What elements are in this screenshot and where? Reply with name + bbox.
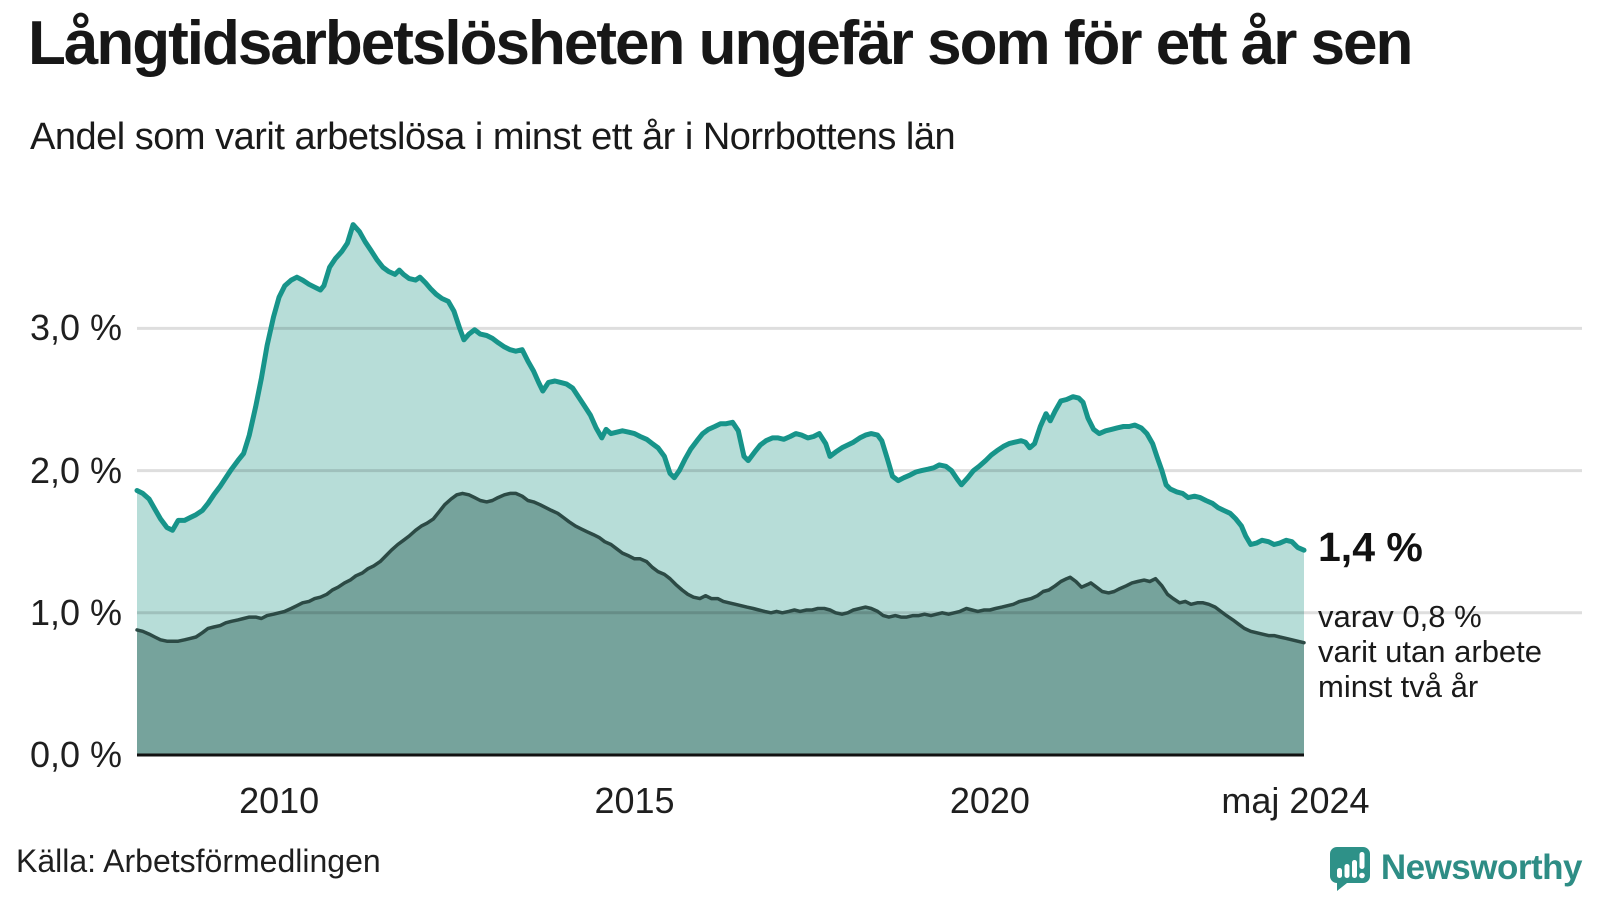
branding: Newsworthy [1328,844,1583,892]
y-tick-label: 2,0 % [29,449,122,491]
series-annotation: varav 0,8 % varit utan arbete minst två … [1318,599,1542,704]
series-area-1 [137,493,1304,755]
x-tick-label: maj 2024 [1221,780,1370,821]
annotation-line: varit utan arbete [1318,634,1543,669]
source-caption: Källa: Arbetsförmedlingen [16,843,381,879]
y-tick-label: 0,0 % [29,734,122,775]
end-value-label: 1,4 % [1318,524,1423,570]
series-line-1 [135,491,1306,645]
y-tick-label: 3,0 % [29,307,122,349]
x-tick-label: 2010 [239,780,320,821]
newsworthy-logo-icon [1329,847,1370,891]
annotation-line: minst två år [1318,669,1479,704]
x-tick-label: 2015 [594,780,675,821]
x-tick-label: 2020 [949,780,1030,821]
page-subtitle: Andel som varit arbetslösa i minst ett å… [30,116,956,158]
series-line-0 [134,222,1307,553]
annotation-line: varav 0,8 % [1318,599,1482,634]
page-title: Långtidsarbetslösheten ungefär som för e… [28,9,1413,78]
newsworthy-wordmark: Newsworthy [1380,848,1583,887]
y-tick-label: 1,0 % [29,591,122,633]
